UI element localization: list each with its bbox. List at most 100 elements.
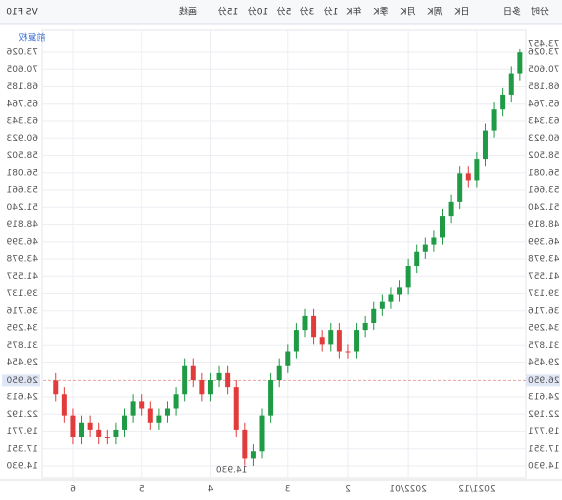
candle-body [147, 408, 153, 423]
y-tick-label-right: 41.557 [7, 272, 39, 282]
candle-body [104, 437, 110, 439]
candle-body [190, 365, 196, 381]
candle-body [491, 109, 497, 131]
y-tick-label-right: 53.661 [7, 186, 39, 196]
y-tick-label: 24.613 [528, 393, 560, 403]
y-tick-label: 19.771 [528, 427, 560, 437]
y-tick-label: 31.875 [528, 341, 560, 351]
candle-body [448, 201, 454, 217]
y-tick-label-right: 36.716 [6, 306, 38, 316]
toolbar-item[interactable]: 多日 [503, 6, 521, 18]
candle-body [414, 251, 420, 266]
y-tick-label: 70.605 [528, 65, 560, 75]
max-label: 73.457 [528, 39, 560, 49]
toolbar-item[interactable]: 5分 [277, 7, 292, 18]
candle-body [440, 216, 446, 238]
toolbar-item[interactable]: 10分 [248, 7, 268, 18]
candle-body [397, 287, 403, 295]
y-tick-label-right: 68.185 [7, 82, 39, 92]
last-price-box-right [2, 374, 40, 387]
x-tick-label: 2021/12 [458, 485, 495, 495]
candle-body [405, 265, 411, 288]
candle-body [431, 237, 437, 245]
x-tick-label: 2022/01 [389, 485, 426, 495]
candle-body [53, 380, 59, 395]
candle-body [113, 429, 119, 438]
candle-body [311, 315, 317, 338]
toolbar-item[interactable]: 年K [345, 6, 361, 18]
candle-body [233, 387, 239, 430]
toolbar-item[interactable]: 日K [453, 7, 469, 18]
y-tick-label-right: 14.930 [6, 462, 38, 472]
toolbar-item[interactable]: 15分 [218, 7, 238, 18]
adjust-label[interactable]: 前复权 [18, 32, 45, 44]
candle-body [164, 408, 170, 416]
x-tick-label: 2 [345, 485, 351, 495]
candle-body [285, 351, 291, 366]
candle-body [276, 365, 282, 381]
y-tick-label: 56.081 [528, 168, 560, 178]
toolbar-item[interactable]: 1分 [324, 7, 339, 18]
y-tick-label-right: 51.240 [6, 203, 38, 213]
y-tick-label: 29.454 [528, 358, 560, 368]
plot-frame [41, 29, 527, 479]
candle-body [70, 415, 76, 438]
y-tick-label: 51.240 [528, 203, 560, 213]
toolbar-item[interactable]: 画线 [179, 6, 197, 18]
y-tick-label: 58.502 [528, 151, 560, 161]
last-price-label: 26.950 [528, 376, 560, 386]
candle-body [362, 322, 368, 331]
y-tick-label-right: 17.351 [7, 444, 39, 454]
toolbar-item[interactable]: 月K [399, 7, 415, 18]
y-tick-label-right: 19.771 [7, 427, 39, 437]
candle-body [122, 415, 128, 430]
candle-body [293, 330, 299, 352]
candle-body [508, 73, 514, 95]
candle-body [336, 330, 342, 352]
x-tick-label: 4 [207, 485, 213, 495]
toolbar-item[interactable]: 分时 [531, 6, 549, 18]
candle-body [328, 330, 334, 345]
candle-body [207, 380, 213, 395]
y-tick-label-right: 73.026 [6, 48, 38, 58]
candle-body [319, 337, 325, 345]
x-tick-label: 3 [285, 485, 291, 495]
y-tick-label-right: 58.502 [7, 151, 39, 161]
y-tick-label-right: 22.192 [7, 410, 39, 420]
candle-body [354, 330, 360, 352]
candle-body [182, 365, 188, 395]
y-tick-label-right: 34.295 [7, 324, 39, 334]
y-tick-label: 41.557 [528, 272, 560, 282]
candle-body [199, 380, 205, 395]
y-tick-label: 60.923 [528, 134, 560, 144]
candle-body [79, 422, 85, 438]
candle-body [259, 415, 265, 452]
y-tick-label: 68.185 [528, 82, 560, 92]
last-price-label-right: 26.950 [6, 376, 38, 386]
y-tick-label-right: 60.923 [7, 134, 39, 144]
candle-body [250, 451, 256, 459]
y-tick-label-right: 39.137 [7, 289, 39, 299]
y-tick-label-right: 48.819 [6, 220, 38, 230]
y-tick-label: 22.192 [528, 410, 560, 420]
x-tick-label: 6 [70, 485, 76, 495]
y-tick-label-right: 31.875 [7, 341, 39, 351]
y-tick-label-right: 56.081 [7, 168, 39, 178]
toolbar-item[interactable]: 季K [372, 6, 388, 18]
toolbar-item[interactable]: VS F10 [6, 8, 38, 18]
candle-body [388, 294, 394, 302]
y-tick-label-right: 43.978 [6, 255, 38, 265]
candle-body [302, 315, 308, 331]
y-tick-label: 17.351 [528, 444, 560, 454]
y-tick-label: 53.661 [528, 186, 560, 196]
toolbar [0, 0, 562, 24]
toolbar-item[interactable]: 3分 [300, 7, 315, 18]
toolbar-item[interactable]: 周K [426, 7, 442, 18]
y-tick-label: 34.295 [528, 324, 560, 334]
y-tick-label: 14.930 [528, 462, 560, 472]
candle-body [517, 52, 523, 74]
y-tick-label-right: 46.399 [6, 237, 38, 247]
y-tick-label: 46.399 [528, 237, 560, 247]
